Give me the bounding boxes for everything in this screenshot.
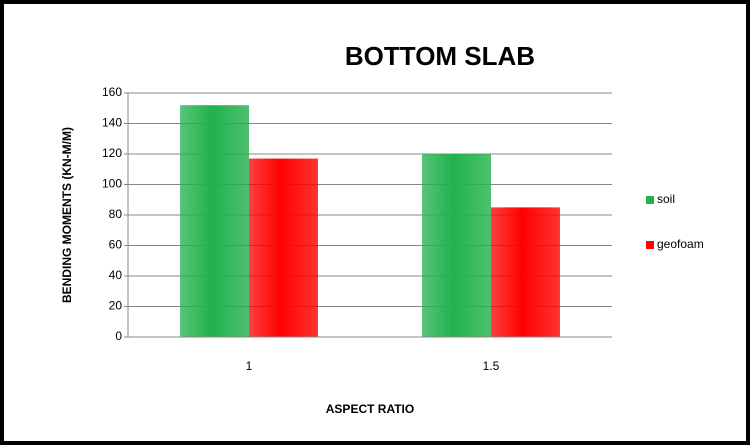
y-axis-label: BENDING MOMENTS (KN-M/M): [60, 127, 74, 303]
y-tick-label: 140: [102, 116, 122, 130]
bar: [422, 154, 491, 337]
bar: [249, 158, 318, 337]
bar: [491, 207, 560, 337]
chart-title: BOTTOM SLAB: [345, 41, 535, 71]
x-axis-label: ASPECT RATIO: [326, 402, 414, 416]
y-tick-label: 20: [109, 299, 123, 313]
y-tick-label: 40: [109, 268, 123, 282]
legend-label: soil: [657, 192, 675, 206]
y-tick-label: 120: [102, 146, 122, 160]
y-tick-label: 60: [109, 238, 123, 252]
bar: [180, 105, 249, 337]
x-tick-label: 1: [246, 359, 253, 373]
legend-swatch: [646, 196, 654, 204]
legend-swatch: [646, 241, 654, 249]
x-tick-label: 1.5: [483, 359, 500, 373]
legend-label: geofoam: [657, 237, 704, 251]
y-tick-label: 100: [102, 177, 122, 191]
y-tick-label: 80: [109, 207, 123, 221]
y-tick-label: 0: [115, 329, 122, 343]
y-tick-label: 160: [102, 85, 122, 99]
